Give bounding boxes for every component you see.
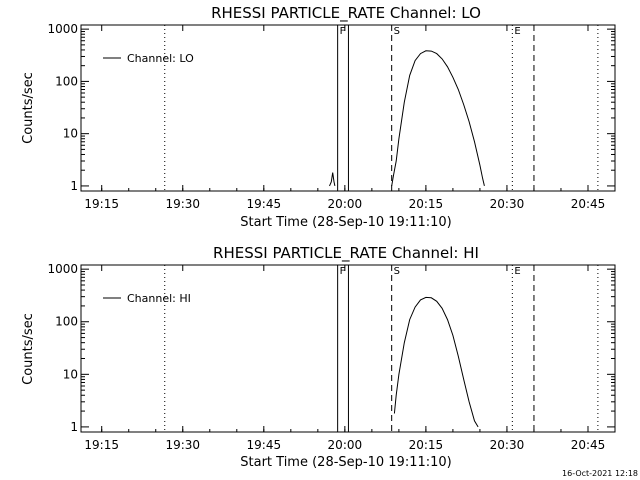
hi-y-tick-label-3: 1000 — [47, 262, 78, 276]
lo-x-tick-label-1: 19:30 — [165, 197, 200, 211]
hi-marker-label-3: S — [394, 266, 400, 277]
lo-series-0-segment-0 — [329, 172, 336, 187]
lo-x-tick-label-5: 20:30 — [490, 197, 525, 211]
hi-y-tick-label-2: 100 — [55, 315, 78, 329]
hi-x-tick-label-0: 19:15 — [84, 438, 119, 452]
hi-x-tick-label-3: 20:00 — [328, 438, 363, 452]
hi-legend-label: Channel: HI — [127, 292, 191, 305]
hi-series-lines — [393, 296, 479, 428]
lo-x-tick-label-4: 20:15 — [409, 197, 444, 211]
hi-x-tick-label-5: 20:30 — [490, 438, 525, 452]
lo-y-axis-label: Counts/sec — [21, 72, 36, 144]
hi-y-axis-label: Counts/sec — [21, 313, 36, 385]
hi-x-axis-label: Start Time (28-Sep-10 19:11:10) — [240, 455, 451, 470]
lo-x-tick-label-2: 19:45 — [247, 197, 282, 211]
hi-y-ticks: 1 10 100 1000 — [47, 262, 615, 434]
lo-marker-label-3: S — [394, 26, 400, 37]
lo-x-tick-label-3: 20:00 — [328, 197, 363, 211]
generation-timestamp: 16-Oct-2021 12:18 — [562, 469, 638, 478]
lo-y-ticks: 1 10 100 1000 — [47, 22, 615, 193]
hi-y-tick-label-1: 10 — [63, 367, 78, 381]
hi-series-0-segment-0 — [393, 296, 479, 428]
lo-x-tick-label-0: 19:15 — [84, 197, 119, 211]
lo-y-tick-label-0: 1 — [70, 179, 78, 193]
lo-channel-panel: RHESSI PARTICLE_RATE Channel: LO F S E 19:… — [21, 4, 616, 230]
lo-x-tick-label-6: 20:45 — [571, 197, 606, 211]
hi-y-tick-label-0: 1 — [70, 420, 78, 434]
lo-y-tick-label-2: 100 — [55, 74, 78, 88]
lo-series-lines — [329, 50, 485, 187]
hi-legend: Channel: HI — [103, 292, 191, 305]
lo-legend: Channel: LO — [103, 52, 194, 65]
hi-x-tick-label-4: 20:15 — [409, 438, 444, 452]
lo-y-tick-label-3: 1000 — [47, 22, 78, 36]
lo-marker-label-1: F — [340, 26, 346, 37]
hi-x-tick-label-6: 20:45 — [571, 438, 606, 452]
lo-chart-title: RHESSI PARTICLE_RATE Channel: LO — [211, 4, 481, 23]
lo-x-ticks: 19:15 19:30 19:45 20:00 20:15 20:30 20:45 — [84, 25, 616, 211]
hi-x-tick-label-1: 19:30 — [165, 438, 200, 452]
hi-chart-title: RHESSI PARTICLE_RATE Channel: HI — [213, 244, 479, 263]
lo-x-axis-label: Start Time (28-Sep-10 19:11:10) — [240, 215, 451, 230]
hi-marker-label-1: F — [340, 266, 346, 277]
lo-marker-label-5: E — [514, 26, 520, 37]
hi-marker-label-5: E — [514, 266, 520, 277]
hi-x-tick-label-2: 19:45 — [247, 438, 282, 452]
hi-x-ticks: 19:15 19:30 19:45 20:00 20:15 20:30 20:45 — [84, 265, 616, 452]
hi-channel-panel: RHESSI PARTICLE_RATE Channel: HI F S E 19:… — [21, 244, 616, 470]
lo-y-tick-label-1: 10 — [63, 127, 78, 141]
lo-series-0-segment-1 — [391, 50, 485, 187]
lo-legend-label: Channel: LO — [127, 52, 194, 65]
